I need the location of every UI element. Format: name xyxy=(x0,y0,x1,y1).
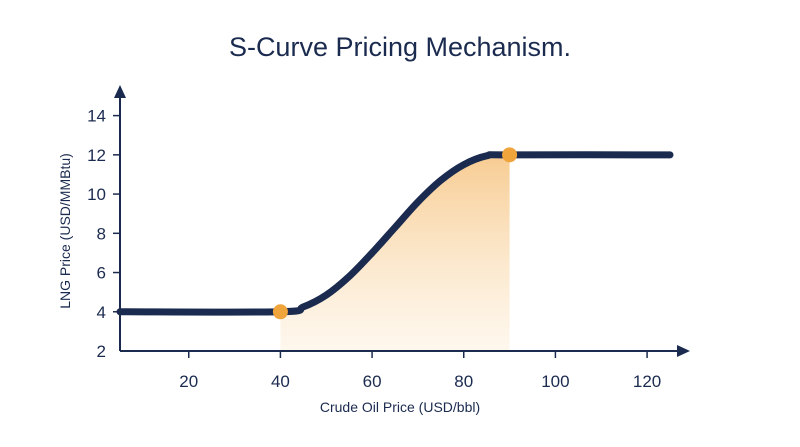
y-tick-label: 10 xyxy=(87,185,106,204)
y-tick-label: 12 xyxy=(87,146,106,165)
x-tick-label: 100 xyxy=(541,372,569,391)
x-tick-label: 120 xyxy=(633,372,661,391)
x-tick-label: 60 xyxy=(363,372,382,391)
series-line xyxy=(116,151,674,316)
y-tick-label: 4 xyxy=(97,303,106,322)
chart-title: S-Curve Pricing Mechanism. xyxy=(228,32,572,62)
x-axis-title: Crude Oil Price (USD/bbl) xyxy=(320,399,480,415)
data-point-marker xyxy=(272,304,288,320)
y-tick-label: 14 xyxy=(87,107,106,126)
x-tick-label: 40 xyxy=(271,372,290,391)
shaded-region xyxy=(280,154,510,351)
x-tick-label: 20 xyxy=(179,372,198,391)
y-tick-label: 2 xyxy=(97,342,106,361)
data-point-marker xyxy=(502,147,518,163)
y-axis-arrow xyxy=(114,85,126,98)
y-tick-label: 8 xyxy=(97,224,106,243)
x-tick-label: 80 xyxy=(454,372,473,391)
x-axis-arrow xyxy=(677,345,690,357)
y-axis-title: LNG Price (USD/MMBtu) xyxy=(57,153,73,309)
y-tick-label: 6 xyxy=(97,264,106,283)
